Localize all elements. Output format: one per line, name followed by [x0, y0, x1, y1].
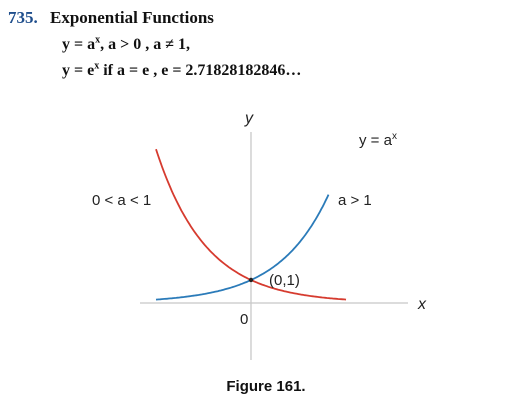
formula-2-rest: if a = e , e = 2.71828182846…: [99, 62, 302, 79]
figure-caption: Figure 161.: [226, 378, 306, 395]
intercept-point: [248, 277, 254, 283]
formula-2-exponent: x: [94, 60, 100, 72]
formula-line-2: y = ex if a = e , e = 2.71828182846…: [62, 60, 302, 80]
y-axis-label: y: [244, 110, 254, 127]
x-axis-label: x: [417, 296, 427, 313]
increasing-curve-label: y = ax: [359, 131, 397, 149]
formula-2-base: y = e: [62, 62, 95, 79]
formula-1-base: y = a: [62, 36, 96, 53]
intercept-label: (0,1): [269, 272, 300, 289]
problem-header: 735. Exponential Functions: [8, 8, 214, 28]
decreasing-condition-label: 0 < a < 1: [92, 192, 151, 209]
formula-1-exponent: x: [95, 34, 101, 46]
formula-1-rest: , a > 0 , a ≠ 1,: [100, 36, 191, 53]
problem-number: 735.: [8, 8, 38, 27]
origin-label: 0: [240, 311, 248, 328]
increasing-condition-label: a > 1: [338, 192, 372, 209]
increasing-exponential-curve: [155, 194, 330, 301]
formula-line-1: y = ax, a > 0 , a ≠ 1,: [62, 34, 191, 54]
problem-title: Exponential Functions: [50, 8, 214, 27]
